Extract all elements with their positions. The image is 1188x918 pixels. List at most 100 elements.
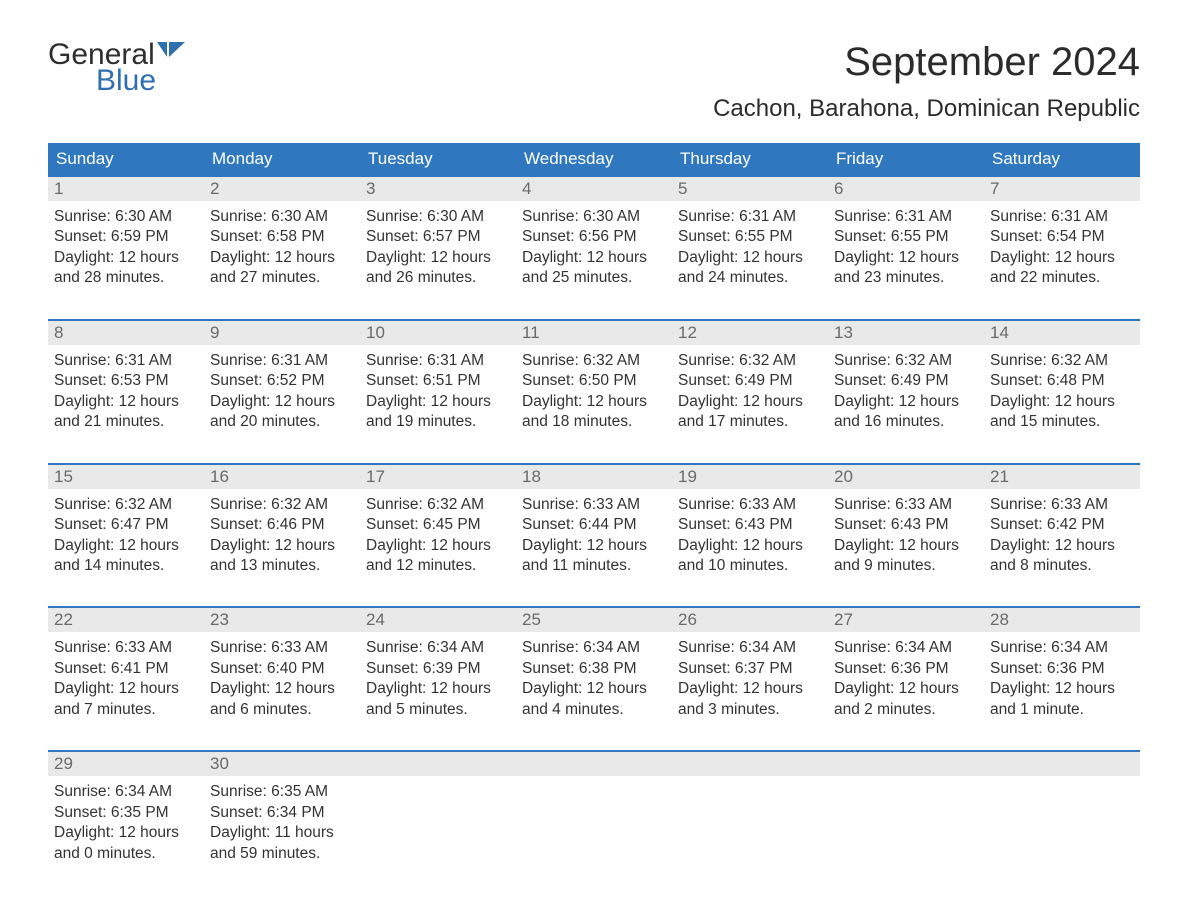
day-body: Sunrise: 6:34 AMSunset: 6:36 PMDaylight:…: [984, 632, 1140, 722]
day-d2: and 27 minutes.: [210, 268, 354, 288]
day-sunrise: Sunrise: 6:34 AM: [366, 638, 510, 658]
day-number: 12: [672, 321, 828, 345]
day-sunset: Sunset: 6:54 PM: [990, 227, 1134, 247]
day-d2: and 8 minutes.: [990, 556, 1134, 576]
day-sunrise: Sunrise: 6:34 AM: [522, 638, 666, 658]
day-body: Sunrise: 6:35 AMSunset: 6:34 PMDaylight:…: [204, 776, 360, 866]
day-sunset: Sunset: 6:47 PM: [54, 515, 198, 535]
day-d2: and 11 minutes.: [522, 556, 666, 576]
brand-logo: General Blue: [48, 40, 187, 96]
day-number: 14: [984, 321, 1140, 345]
day-number: 18: [516, 465, 672, 489]
calendar-week: 15Sunrise: 6:32 AMSunset: 6:47 PMDayligh…: [48, 463, 1140, 579]
day-sunrise: Sunrise: 6:30 AM: [366, 207, 510, 227]
day-body: Sunrise: 6:30 AMSunset: 6:56 PMDaylight:…: [516, 201, 672, 291]
day-number: 13: [828, 321, 984, 345]
day-number: 5: [672, 177, 828, 201]
day-d2: and 7 minutes.: [54, 700, 198, 720]
day-d1: Daylight: 12 hours: [54, 823, 198, 843]
day-body: Sunrise: 6:34 AMSunset: 6:38 PMDaylight:…: [516, 632, 672, 722]
day-d1: Daylight: 12 hours: [678, 248, 822, 268]
day-d2: and 9 minutes.: [834, 556, 978, 576]
calendar-day: 19Sunrise: 6:33 AMSunset: 6:43 PMDayligh…: [672, 463, 828, 579]
day-sunset: Sunset: 6:52 PM: [210, 371, 354, 391]
day-d1: Daylight: 12 hours: [366, 536, 510, 556]
calendar-day-empty: [828, 750, 984, 866]
day-sunrise: Sunrise: 6:33 AM: [834, 495, 978, 515]
day-sunset: Sunset: 6:45 PM: [366, 515, 510, 535]
day-sunset: Sunset: 6:49 PM: [834, 371, 978, 391]
day-number-empty: [360, 752, 516, 776]
flag-icon: [157, 42, 187, 68]
day-sunset: Sunset: 6:36 PM: [834, 659, 978, 679]
day-sunset: Sunset: 6:46 PM: [210, 515, 354, 535]
day-sunrise: Sunrise: 6:33 AM: [54, 638, 198, 658]
day-sunset: Sunset: 6:35 PM: [54, 803, 198, 823]
day-sunrise: Sunrise: 6:35 AM: [210, 782, 354, 802]
day-number: 11: [516, 321, 672, 345]
day-d2: and 16 minutes.: [834, 412, 978, 432]
day-d2: and 14 minutes.: [54, 556, 198, 576]
day-number: 23: [204, 608, 360, 632]
col-friday: Friday: [828, 143, 984, 175]
day-number: 16: [204, 465, 360, 489]
day-sunset: Sunset: 6:41 PM: [54, 659, 198, 679]
day-d1: Daylight: 12 hours: [210, 536, 354, 556]
col-thursday: Thursday: [672, 143, 828, 175]
day-sunrise: Sunrise: 6:32 AM: [366, 495, 510, 515]
day-sunrise: Sunrise: 6:33 AM: [210, 638, 354, 658]
day-number: 30: [204, 752, 360, 776]
day-d2: and 26 minutes.: [366, 268, 510, 288]
day-d1: Daylight: 12 hours: [522, 679, 666, 699]
day-sunset: Sunset: 6:57 PM: [366, 227, 510, 247]
calendar-day-empty: [984, 750, 1140, 866]
day-number: 27: [828, 608, 984, 632]
day-number: 29: [48, 752, 204, 776]
day-d2: and 13 minutes.: [210, 556, 354, 576]
day-sunrise: Sunrise: 6:32 AM: [678, 351, 822, 371]
calendar-day: 3Sunrise: 6:30 AMSunset: 6:57 PMDaylight…: [360, 175, 516, 291]
day-sunrise: Sunrise: 6:34 AM: [678, 638, 822, 658]
day-body: Sunrise: 6:33 AMSunset: 6:40 PMDaylight:…: [204, 632, 360, 722]
day-sunrise: Sunrise: 6:33 AM: [522, 495, 666, 515]
day-sunrise: Sunrise: 6:31 AM: [210, 351, 354, 371]
calendar-day: 10Sunrise: 6:31 AMSunset: 6:51 PMDayligh…: [360, 319, 516, 435]
day-d2: and 15 minutes.: [990, 412, 1134, 432]
calendar-day: 23Sunrise: 6:33 AMSunset: 6:40 PMDayligh…: [204, 606, 360, 722]
calendar-day: 6Sunrise: 6:31 AMSunset: 6:55 PMDaylight…: [828, 175, 984, 291]
day-body: Sunrise: 6:31 AMSunset: 6:55 PMDaylight:…: [828, 201, 984, 291]
day-d1: Daylight: 12 hours: [990, 679, 1134, 699]
day-body: Sunrise: 6:33 AMSunset: 6:41 PMDaylight:…: [48, 632, 204, 722]
day-number: 6: [828, 177, 984, 201]
calendar-day: 26Sunrise: 6:34 AMSunset: 6:37 PMDayligh…: [672, 606, 828, 722]
day-number-empty: [516, 752, 672, 776]
day-d1: Daylight: 12 hours: [522, 392, 666, 412]
day-sunrise: Sunrise: 6:32 AM: [990, 351, 1134, 371]
day-body: Sunrise: 6:33 AMSunset: 6:43 PMDaylight:…: [828, 489, 984, 579]
day-d1: Daylight: 12 hours: [210, 679, 354, 699]
day-sunset: Sunset: 6:55 PM: [834, 227, 978, 247]
day-number: 4: [516, 177, 672, 201]
day-sunset: Sunset: 6:40 PM: [210, 659, 354, 679]
calendar-day: 27Sunrise: 6:34 AMSunset: 6:36 PMDayligh…: [828, 606, 984, 722]
day-sunset: Sunset: 6:56 PM: [522, 227, 666, 247]
day-d1: Daylight: 12 hours: [678, 536, 822, 556]
day-body: Sunrise: 6:30 AMSunset: 6:58 PMDaylight:…: [204, 201, 360, 291]
day-sunset: Sunset: 6:50 PM: [522, 371, 666, 391]
day-d2: and 3 minutes.: [678, 700, 822, 720]
day-number-empty: [672, 752, 828, 776]
calendar-day: 2Sunrise: 6:30 AMSunset: 6:58 PMDaylight…: [204, 175, 360, 291]
day-sunrise: Sunrise: 6:31 AM: [366, 351, 510, 371]
calendar-day-empty: [360, 750, 516, 866]
day-sunrise: Sunrise: 6:34 AM: [834, 638, 978, 658]
day-sunrise: Sunrise: 6:31 AM: [678, 207, 822, 227]
day-sunrise: Sunrise: 6:30 AM: [54, 207, 198, 227]
day-d1: Daylight: 12 hours: [210, 392, 354, 412]
day-body: Sunrise: 6:32 AMSunset: 6:45 PMDaylight:…: [360, 489, 516, 579]
day-number: 8: [48, 321, 204, 345]
day-sunset: Sunset: 6:39 PM: [366, 659, 510, 679]
day-sunrise: Sunrise: 6:31 AM: [54, 351, 198, 371]
day-d2: and 5 minutes.: [366, 700, 510, 720]
day-number-empty: [984, 752, 1140, 776]
day-number: 17: [360, 465, 516, 489]
